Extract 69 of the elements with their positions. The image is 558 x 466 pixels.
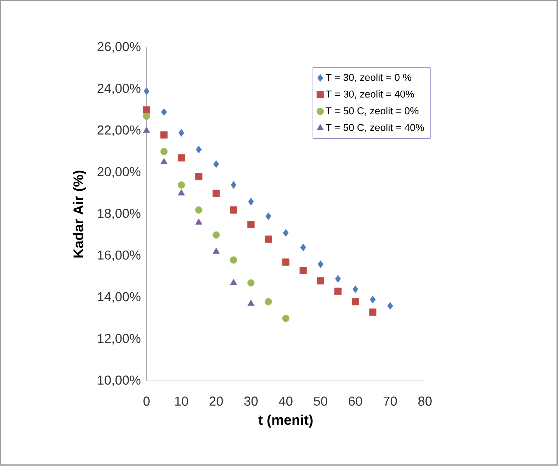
y-axis-title: Kadar Air (%) <box>73 170 86 258</box>
x-tick-label: 30 <box>244 396 258 406</box>
point <box>143 127 150 134</box>
point <box>370 296 376 304</box>
point <box>230 181 237 190</box>
y-tick-label: 20,00% <box>98 167 141 178</box>
point <box>196 218 202 225</box>
y-tick-label: 10,00% <box>98 376 141 387</box>
point <box>214 160 220 168</box>
y-tick-label: 16,00% <box>98 250 141 262</box>
point <box>212 232 220 239</box>
point <box>265 236 272 244</box>
x-tick-label: 40 <box>279 396 293 406</box>
point <box>388 302 394 310</box>
point <box>248 300 255 306</box>
point <box>230 206 238 214</box>
x-tick-label: 80 <box>418 396 432 406</box>
point <box>282 258 290 266</box>
point <box>160 148 168 156</box>
point <box>144 88 150 96</box>
point <box>160 158 168 164</box>
x-tick-label: 20 <box>210 396 224 406</box>
y-tick-label: 18,00% <box>98 209 141 220</box>
point <box>265 298 272 306</box>
point <box>195 206 203 214</box>
point <box>300 244 306 252</box>
x-tick-label: 70 <box>384 396 398 406</box>
point <box>196 146 202 154</box>
point <box>178 190 186 196</box>
y-tick-label: 24,00% <box>98 84 141 95</box>
point <box>230 279 238 286</box>
y-tick-label: 12,00% <box>98 334 141 345</box>
point <box>195 173 203 181</box>
point <box>161 108 168 116</box>
legend-label: T = 50 C, zeolit = 40% <box>326 124 424 133</box>
point <box>248 280 255 287</box>
point <box>143 106 150 114</box>
y-tick-label: 26,00% <box>98 42 141 54</box>
point <box>352 298 360 306</box>
point <box>248 198 254 206</box>
point <box>212 190 220 198</box>
point <box>160 132 168 139</box>
point <box>335 275 342 283</box>
legend-label: T = 30, zeolit = 0 % <box>326 74 412 82</box>
point <box>282 315 290 322</box>
point <box>143 112 150 120</box>
point <box>178 154 186 162</box>
legend-label: T = 50 C, zeolit = 0% <box>326 107 419 116</box>
point <box>318 260 324 268</box>
point <box>178 129 185 137</box>
point <box>230 256 238 264</box>
x-axis-title: t (menit) <box>258 414 313 428</box>
point <box>283 229 289 238</box>
legend-label: T = 30, zeolit = 40% <box>326 90 414 100</box>
point <box>266 212 272 220</box>
x-tick-label: 0 <box>144 396 150 406</box>
y-tick-label: 22,00% <box>98 126 141 136</box>
point <box>317 278 324 285</box>
y-tick-label: 14,00% <box>98 292 141 304</box>
point <box>300 267 308 274</box>
x-tick-label: 10 <box>175 396 188 406</box>
x-tick-label: 60 <box>349 396 362 406</box>
point <box>248 221 255 228</box>
point <box>369 308 377 316</box>
point <box>178 182 186 189</box>
point <box>352 286 359 294</box>
point <box>212 248 220 254</box>
point <box>334 288 342 296</box>
x-tick-label: 50 <box>314 396 328 406</box>
